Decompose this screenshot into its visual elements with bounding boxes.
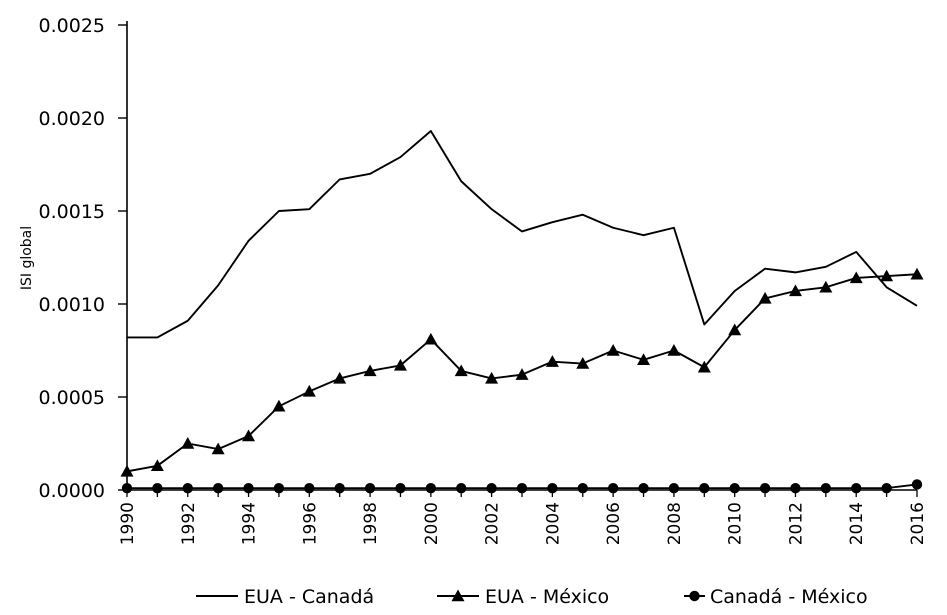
data-point-3 xyxy=(243,482,254,494)
x-tick-label: 1990 xyxy=(118,502,138,545)
data-point-3 xyxy=(577,482,588,494)
data-point-2 xyxy=(728,323,742,336)
data-point-2 xyxy=(576,357,590,369)
legend-marker-2 xyxy=(451,589,465,602)
x-tick-label: 1994 xyxy=(240,502,260,545)
series-line-1 xyxy=(127,130,918,339)
data-point-2 xyxy=(880,269,894,282)
y-tick-label: 0.0000 xyxy=(39,480,105,502)
y-tick-label: 0.0010 xyxy=(39,294,105,316)
data-point-2 xyxy=(120,464,134,477)
data-point-3 xyxy=(607,482,619,494)
data-point-2 xyxy=(454,364,468,377)
data-point-3 xyxy=(182,482,193,494)
x-tick-label: 2016 xyxy=(908,502,928,545)
data-point-2 xyxy=(181,437,195,449)
data-point-2 xyxy=(788,284,802,297)
data-point-3 xyxy=(456,482,467,494)
data-point-3 xyxy=(820,482,832,494)
data-point-2 xyxy=(910,267,924,280)
data-point-2 xyxy=(849,271,863,284)
x-tick-label: 1998 xyxy=(361,502,381,545)
data-point-2 xyxy=(606,344,620,356)
data-point-2 xyxy=(424,332,438,345)
legend: EUA - Canadá EUA - México Canadá - México xyxy=(196,586,868,608)
legend-label-2: EUA - México xyxy=(485,586,609,608)
data-point-2 xyxy=(667,344,681,356)
data-point-3 xyxy=(516,482,528,494)
data-point-3 xyxy=(911,479,923,490)
x-tick-label: 2002 xyxy=(483,502,503,545)
data-point-3 xyxy=(881,482,892,494)
data-point-3 xyxy=(304,482,315,494)
data-point-2 xyxy=(485,371,499,384)
y-tick-label: 0.0020 xyxy=(39,108,105,130)
x-tick-label: 2006 xyxy=(604,502,624,545)
x-tick-label: 2008 xyxy=(665,502,685,545)
data-point-3 xyxy=(152,482,163,494)
y-tick-label: 0.0005 xyxy=(39,387,105,409)
data-point-3 xyxy=(668,482,680,494)
data-point-2 xyxy=(545,355,559,367)
y-axis-label: ISI global xyxy=(19,226,35,290)
data-point-2 xyxy=(211,442,225,455)
x-tick-label: 1992 xyxy=(179,502,199,545)
x-tick-label: 2004 xyxy=(543,502,563,545)
data-point-2 xyxy=(242,429,256,442)
y-axis: 0.0000 0.0005 0.0010 0.0015 0.0020 0.0025 xyxy=(39,15,128,502)
data-point-2 xyxy=(697,360,711,373)
x-tick-label: 2012 xyxy=(786,502,806,545)
data-point-3 xyxy=(759,482,771,494)
legend-label-1: EUA - Canadá xyxy=(244,586,374,608)
data-point-3 xyxy=(364,482,376,494)
y-tick-label: 0.0025 xyxy=(39,15,105,37)
data-point-3 xyxy=(638,482,649,494)
y-tick-label: 0.0015 xyxy=(39,201,105,223)
plot-lines xyxy=(126,130,918,490)
data-point-2 xyxy=(302,384,316,397)
data-point-2 xyxy=(363,364,377,377)
data-point-3 xyxy=(273,482,285,494)
x-tick-label: 2000 xyxy=(422,502,442,545)
data-point-3 xyxy=(395,482,406,494)
data-point-3 xyxy=(729,482,740,494)
data-point-3 xyxy=(121,482,133,494)
data-point-2 xyxy=(819,280,833,293)
data-point-2 xyxy=(150,459,164,472)
data-point-3 xyxy=(851,482,862,494)
legend-marker-3 xyxy=(689,590,700,602)
data-point-3 xyxy=(334,482,345,494)
data-point-2 xyxy=(515,368,529,380)
data-point-3 xyxy=(699,482,710,494)
data-point-3 xyxy=(486,482,497,494)
data-point-2 xyxy=(637,353,651,365)
data-point-2 xyxy=(333,371,347,384)
data-point-2 xyxy=(393,358,407,371)
legend-label-3: Canadá - México xyxy=(710,586,868,608)
data-point-3 xyxy=(212,482,224,494)
x-tick-label: 2010 xyxy=(726,502,746,545)
x-tick-label: 2014 xyxy=(847,502,867,545)
x-tick-label: 1996 xyxy=(300,502,320,545)
data-point-3 xyxy=(547,482,558,494)
plot-markers xyxy=(120,267,924,494)
data-point-3 xyxy=(425,482,437,494)
data-point-2 xyxy=(272,399,286,412)
data-point-2 xyxy=(758,291,772,304)
data-point-3 xyxy=(790,482,801,494)
x-axis: 1990 1992 1994 1996 1998 2000 2002 2004 2006 2008… xyxy=(118,489,928,545)
